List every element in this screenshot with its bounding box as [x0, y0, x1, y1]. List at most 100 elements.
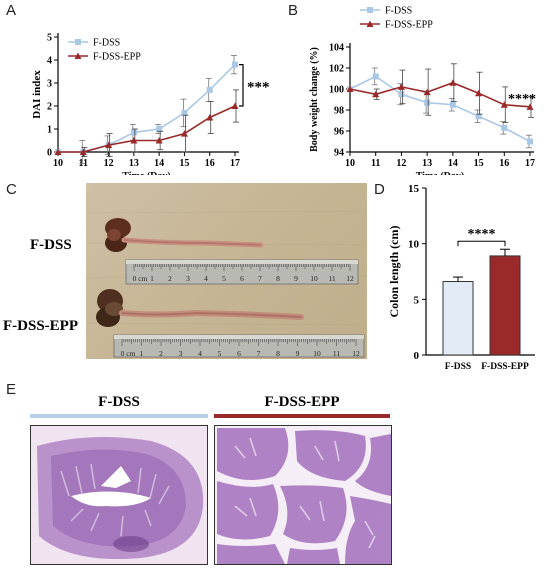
x-tick-label: F-DSS-EPP — [481, 362, 529, 372]
x-tick-label: 16 — [205, 158, 215, 169]
legend-marker — [74, 52, 82, 59]
chart-b: 94 96 98 100 102 104 10 11 12 13 14 15 16 17 Time (Day… — [309, 6, 536, 176]
y-tick-label: 3 — [47, 79, 52, 90]
series-line — [349, 75, 531, 143]
y-tick-label: 5 — [47, 33, 52, 44]
histology-title-bar-fdss-epp — [214, 414, 390, 418]
significance-label: *** — [247, 79, 270, 95]
ruler-label: 4 — [198, 349, 202, 358]
legend-label: F-DSS — [385, 6, 412, 17]
y-tick-label: 96 — [334, 127, 344, 138]
histology-image-fdss — [30, 425, 208, 565]
x-tick-label: 12 — [104, 158, 114, 169]
data-point — [449, 101, 456, 108]
x-axis-label: Time (Day) — [122, 171, 170, 175]
x-tick-label: 17 — [525, 158, 535, 169]
x-tick-label: 15 — [474, 158, 484, 169]
y-tick-label: 5 — [414, 294, 420, 306]
series-line — [349, 81, 531, 108]
photo-label-fdss-epp: F-DSS-EPP — [3, 318, 78, 334]
ruler-label: 3 — [186, 274, 190, 283]
chart-d: 0 5 10 15 Colon length (cm) F-DSS F-DSS-EPP ***… — [387, 183, 535, 372]
legend-label: F-DSS — [93, 38, 120, 49]
ruler-label: 7 — [258, 274, 262, 283]
data-point — [232, 61, 238, 68]
ruler-label: 5 — [222, 274, 226, 283]
data-point — [130, 137, 138, 144]
legend-marker — [366, 20, 374, 27]
x-tick-label: 12 — [396, 158, 406, 169]
ruler-bottom: 0 cm 1 2 3 4 5 6 7 8 9 10 11 12 — [113, 334, 365, 358]
ruler-label: 0 cm — [121, 349, 136, 358]
bar — [489, 255, 521, 356]
data-point — [206, 86, 213, 93]
y-axis-label: DAI index — [31, 70, 43, 119]
y-axis-label: Body weight change (%) — [309, 47, 320, 152]
ruler-label: 4 — [204, 274, 208, 283]
x-tick-label: 14 — [154, 158, 164, 169]
ruler-label: 12 — [352, 349, 360, 358]
y-tick-label: 10 — [408, 239, 420, 251]
ruler-label: 11 — [328, 274, 335, 283]
x-tick-label: 17 — [230, 158, 240, 169]
ruler-label: 1 — [150, 274, 154, 283]
panel-d-letter: D — [374, 181, 385, 198]
bar — [442, 281, 474, 356]
data-point — [423, 88, 431, 96]
data-point — [346, 85, 354, 92]
series-line — [58, 64, 236, 153]
ruler-label: 8 — [276, 274, 280, 283]
data-point — [155, 137, 163, 144]
panel-c-letter: C — [6, 181, 17, 198]
data-point — [475, 113, 482, 120]
y-tick-label: 0 — [47, 148, 52, 159]
colon-sample-fdss-epp — [96, 289, 304, 327]
y-axis-label: Colon length (cm) — [387, 226, 401, 318]
y-tick-label: 2 — [47, 102, 52, 113]
colon-sample-fdss — [105, 218, 264, 252]
ruler-label: 0 cm — [133, 274, 148, 283]
x-tick-label: 13 — [129, 158, 139, 169]
data-point — [372, 73, 379, 80]
data-point — [180, 130, 188, 137]
x-tick-label: 11 — [371, 158, 380, 169]
legend-marker — [367, 7, 373, 13]
y-tick-label: 4 — [47, 56, 52, 67]
y-tick-label: 0 — [414, 350, 420, 362]
data-point — [79, 148, 87, 155]
data-point — [54, 148, 62, 155]
ruler-label: 3 — [179, 349, 183, 358]
ruler-label: 10 — [313, 349, 321, 358]
ruler-label: 5 — [218, 349, 222, 358]
panel-a-letter: A — [6, 2, 17, 19]
ruler-label: 9 — [294, 274, 298, 283]
significance-label: **** — [468, 227, 496, 242]
data-point — [105, 141, 113, 149]
data-point — [424, 99, 431, 106]
ruler-label: 1 — [140, 349, 144, 358]
significance-bracket — [457, 240, 506, 247]
data-point — [156, 126, 163, 132]
y-tick-label: 102 — [329, 64, 344, 75]
significance-bracket — [239, 63, 244, 107]
histology-title-fdss: F-DSS — [98, 394, 140, 410]
ruler-label: 6 — [237, 349, 241, 358]
ruler-label: 9 — [296, 349, 300, 358]
x-tick-label: 16 — [499, 158, 509, 169]
x-tick-label: 15 — [179, 158, 189, 169]
photo-label-fdss: F-DSS — [30, 237, 72, 253]
y-tick-label: 104 — [329, 43, 344, 54]
series-line — [58, 105, 236, 153]
ruler-label: 2 — [159, 349, 163, 358]
y-tick-label: 98 — [334, 106, 344, 117]
ruler-label: 7 — [257, 349, 261, 358]
x-tick-label: 10 — [345, 158, 355, 169]
panel-b-letter: B — [288, 2, 299, 19]
ruler-label: 6 — [240, 274, 244, 283]
significance-label: **** — [508, 92, 536, 107]
data-point — [231, 102, 239, 109]
data-point — [372, 90, 380, 98]
data-point — [501, 124, 508, 131]
legend-label: F-DSS-EPP — [93, 52, 141, 63]
data-point — [181, 109, 188, 116]
